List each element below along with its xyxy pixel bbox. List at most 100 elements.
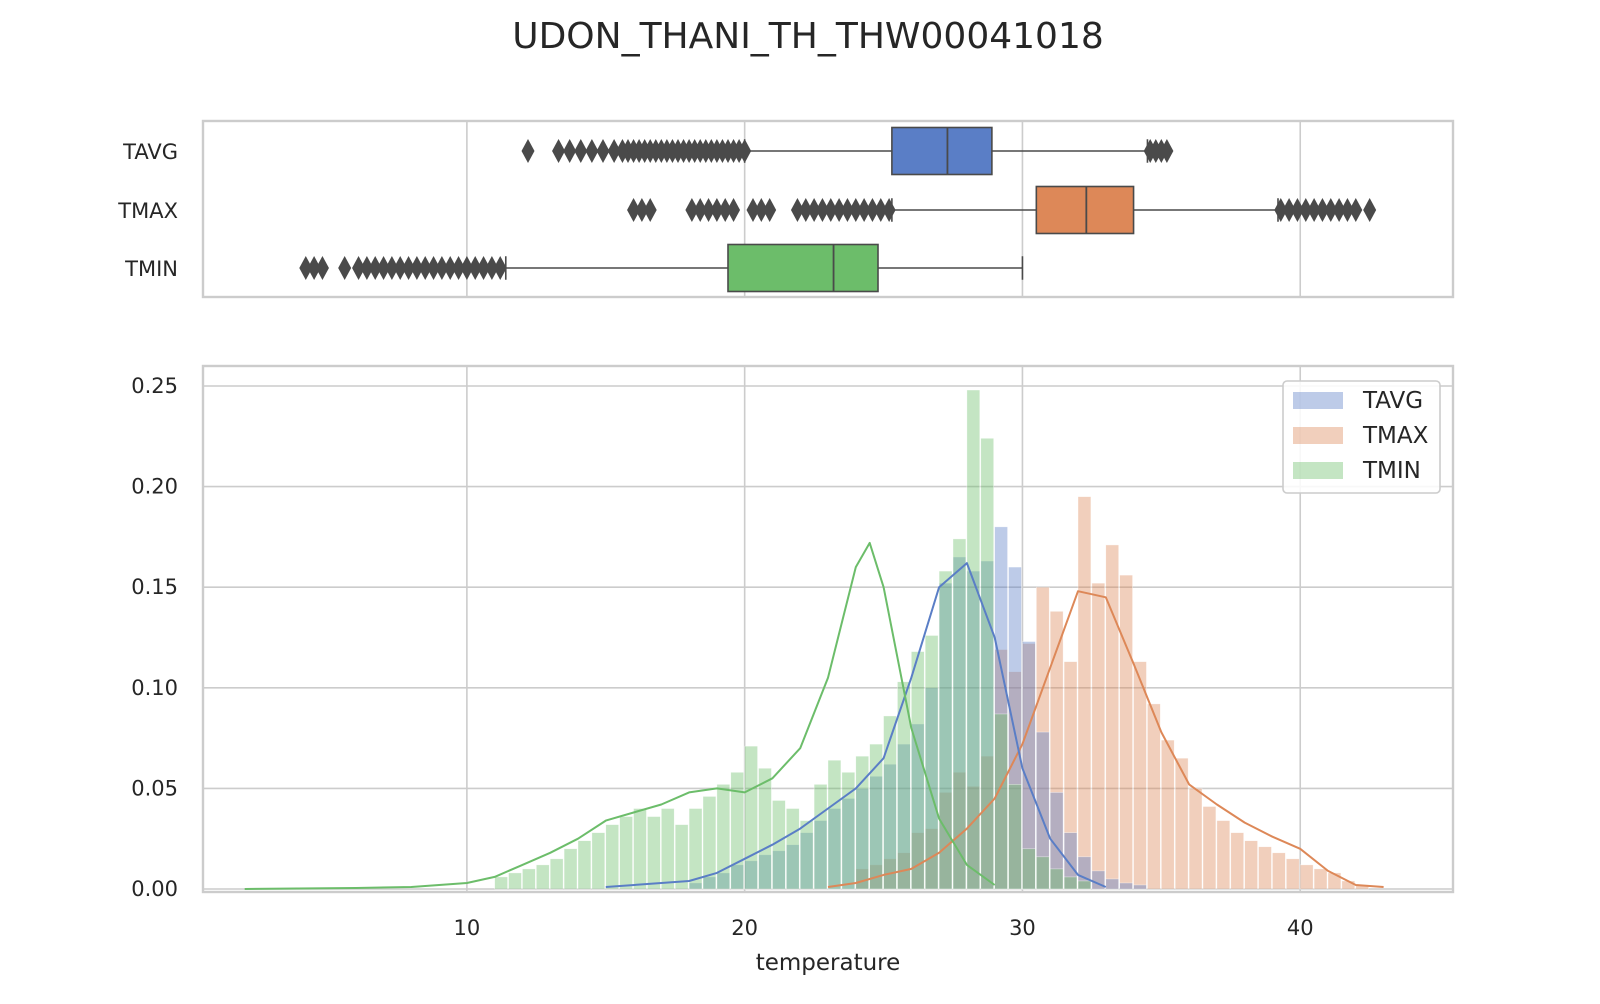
box-outlier-point — [368, 256, 382, 280]
legend-frame — [1282, 380, 1441, 494]
box-outlier-point — [832, 198, 846, 222]
box-outlier-point — [738, 139, 752, 163]
hist-bar-tmin — [536, 864, 550, 890]
box-outlier-point — [1307, 198, 1321, 222]
box-outlier-point — [874, 198, 888, 222]
hist-bar-tmin — [661, 808, 675, 890]
box-outlier-point — [607, 139, 621, 163]
box-outlier-point — [799, 198, 813, 222]
legend-swatch-tmin — [1293, 462, 1343, 479]
hist-bar-tmin — [938, 570, 953, 890]
x-tick-label: 30 — [1009, 916, 1036, 940]
hist-bar-tmax — [1091, 582, 1106, 890]
hist-bar-tmin — [702, 796, 717, 890]
kde-line-tavg — [605, 562, 1107, 888]
y-tick-label: 0.00 — [131, 877, 178, 901]
hist-bar-tmax — [1161, 739, 1175, 890]
box-iqr — [891, 126, 993, 176]
box-outlier-point — [710, 198, 724, 222]
hist-bar-tmax — [1230, 832, 1244, 890]
hist-bar-tmax — [1119, 574, 1133, 890]
hist-bar-tmax — [1174, 757, 1189, 890]
box-outlier-point — [427, 256, 441, 280]
box-category-label: TMIN — [124, 257, 178, 281]
hist-bar-tmin — [494, 876, 508, 890]
hist-bar-tmin — [758, 767, 772, 890]
hist-bar-tmin — [549, 858, 564, 890]
hist-bar-tmin — [786, 808, 800, 890]
box-outlier-point — [824, 198, 838, 222]
kde-line-tmax — [827, 590, 1384, 888]
box-outlier-point — [643, 198, 657, 222]
box-outlier-point — [702, 198, 716, 222]
hist-bar-tmin — [911, 651, 925, 890]
box-outlier-point — [315, 256, 329, 280]
box-outlier-point — [585, 139, 599, 163]
hist-bar-tmax — [1258, 846, 1272, 890]
hist-bar-tmax — [1286, 858, 1300, 890]
legend-swatch-tavg — [1293, 392, 1343, 409]
hist-bar-tmin — [688, 808, 703, 890]
hist-bar-tmin — [813, 784, 828, 890]
box-outlier-point — [882, 198, 896, 222]
hist-bar-tmin — [577, 840, 592, 890]
box-outlier-point — [685, 198, 699, 222]
box-iqr — [727, 243, 879, 293]
hist-bar-tmin — [952, 538, 967, 890]
box-outlier-point — [790, 198, 804, 222]
box-outlier-point — [1363, 198, 1377, 222]
hist-bar-tmax — [1188, 788, 1203, 890]
hist-bar-tmin — [883, 715, 897, 890]
box-outlier-point — [493, 256, 507, 280]
box-outlier-point — [552, 139, 566, 163]
legend-label: TMIN — [1362, 458, 1421, 484]
hist-bar-tmin — [827, 759, 842, 890]
box-outlier-point — [307, 256, 321, 280]
chart-legend: TAVG TMAX TMIN — [1282, 380, 1441, 494]
box-outlier-point — [857, 198, 871, 222]
hist-bar-tmin — [563, 848, 578, 890]
box-outlier-point — [1282, 198, 1296, 222]
box-outlier-point — [763, 198, 777, 222]
box-outlier-point — [1315, 198, 1329, 222]
box-outlier-point — [393, 256, 407, 280]
hist-bar-tmin — [1008, 784, 1022, 890]
hist-bar-tmax — [1077, 496, 1092, 890]
box-outlier-point — [377, 256, 391, 280]
box-outlier-point — [485, 256, 499, 280]
box-outlier-point — [360, 256, 374, 280]
box-outlier-point — [849, 198, 863, 222]
hist-bar-tmin — [633, 808, 647, 890]
hist-bar-tmax — [1133, 661, 1147, 890]
hist-bar-tmin — [730, 772, 744, 890]
box-outlier-point — [385, 256, 399, 280]
y-tick-label: 0.20 — [131, 475, 178, 499]
hist-bar-tmin — [522, 868, 536, 890]
box-panel-frame — [201, 119, 1455, 299]
box-outlier-point — [815, 198, 829, 222]
hist-bar-tmin — [716, 784, 731, 890]
hist-bar-tmax — [1105, 544, 1119, 890]
box-outlier-point — [452, 256, 466, 280]
hist-bar-tmin — [619, 816, 633, 890]
box-outlier-point — [727, 198, 741, 222]
hist-bar-tmin — [841, 772, 856, 890]
box-outlier-point — [840, 198, 854, 222]
box-outlier-point — [418, 256, 432, 280]
hist-panel-frame — [201, 364, 1455, 894]
box-outlier-point — [1160, 139, 1174, 163]
box-outlier-point — [1349, 198, 1363, 222]
hist-bar-tavg — [1105, 878, 1119, 890]
box-outlier-point — [521, 139, 535, 163]
box-outlier-point — [352, 256, 366, 280]
hist-bar-tmin — [855, 755, 869, 890]
box-outlier-point — [635, 198, 649, 222]
y-tick-label: 0.25 — [131, 374, 178, 398]
box-outlier-point — [1332, 198, 1346, 222]
box-outlier-point — [443, 256, 457, 280]
box-outlier-point — [1274, 198, 1288, 222]
hist-bar-tmin — [980, 438, 994, 890]
hist-bar-tmax — [1202, 806, 1217, 890]
